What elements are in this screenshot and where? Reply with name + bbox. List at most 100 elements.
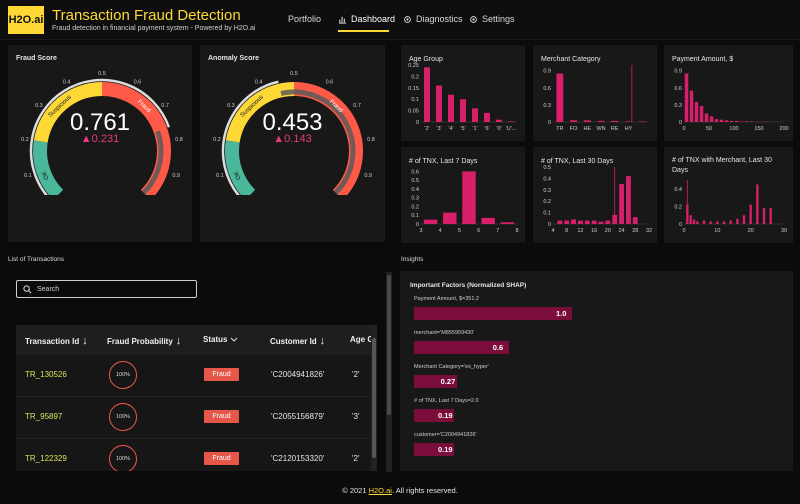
app-title: Transaction Fraud Detection bbox=[52, 7, 241, 24]
y-tick-label: 0 bbox=[416, 120, 419, 126]
customer-id: 'C2120153320' bbox=[271, 454, 325, 463]
bar bbox=[684, 73, 689, 122]
y-tick-label: 0 bbox=[679, 120, 682, 126]
status-label: Fraud bbox=[212, 371, 231, 378]
fraud-score-card: Fraud Score 00.10.20.30.40.50.60.70.80.9… bbox=[8, 45, 192, 242]
panel-scrollbar-thumb[interactable] bbox=[387, 275, 391, 415]
bar bbox=[756, 184, 759, 224]
nav-active-indicator bbox=[338, 30, 389, 32]
gauge-zone-label: OK bbox=[42, 170, 51, 180]
fraud-probability-ring: 100% bbox=[109, 403, 137, 431]
h2o-logo[interactable]: H2O.ai bbox=[8, 6, 44, 34]
x-tick-label: 150 bbox=[754, 126, 763, 132]
x-tick-label: 0 bbox=[682, 126, 685, 132]
shap-factor-value: 0.19 bbox=[438, 445, 453, 454]
age-group-chart: 0 0.05 0.1 0.15 0.2 0.25 '2' '3' '4' '5' '1' '6' '0'… bbox=[408, 63, 517, 132]
transactions-section-label: List of Transactions bbox=[8, 256, 64, 263]
x-tick-label: 100 bbox=[729, 126, 738, 132]
col-transaction-id[interactable]: Transaction Id ↓ bbox=[25, 335, 88, 347]
gauge-tick-label: 0.3 bbox=[35, 103, 43, 109]
fraud-score-value: 0.761 bbox=[69, 109, 131, 136]
tnx-30days-chart: 0 0.1 0.2 0.3 0.4 0.5 4 8 12 16 20 24 28 32 bbox=[543, 165, 652, 234]
x-tick-label: 3 bbox=[419, 228, 422, 234]
x-tick-label: '5' bbox=[460, 126, 465, 132]
search-placeholder: Search bbox=[37, 285, 60, 293]
col-customer-id-label: Customer Id bbox=[270, 336, 317, 346]
bar bbox=[605, 220, 611, 224]
search-input[interactable]: Search bbox=[16, 280, 197, 298]
x-tick-label: 8 bbox=[565, 228, 568, 234]
bar bbox=[716, 221, 719, 224]
fraud-probability-ring: 100% bbox=[109, 361, 137, 389]
col-fraud-probability[interactable]: Fraud Probability ↓ bbox=[107, 335, 181, 347]
x-tick-label: 24 bbox=[619, 228, 625, 234]
bar bbox=[611, 120, 619, 122]
transaction-id-link[interactable]: TR_95897 bbox=[25, 412, 63, 421]
gauge-tick-label: 0.9 bbox=[172, 173, 180, 179]
bar bbox=[597, 120, 605, 122]
fraud-score-delta: ▲0.231 bbox=[80, 133, 120, 145]
table-row[interactable]: TR_122329 100% Fraud 'C2120153320' '2' bbox=[16, 439, 377, 471]
sort-arrow-icon: ↓ bbox=[319, 335, 326, 347]
col-age-group[interactable]: Age G bbox=[350, 335, 374, 344]
fraud-probability-value: 100% bbox=[115, 372, 131, 378]
gauge-tick-label: 0.1 bbox=[24, 173, 32, 179]
gauge-zone-ok bbox=[33, 140, 64, 195]
nav-diagnostics[interactable]: Diagnostics bbox=[403, 14, 463, 24]
transaction-id-link[interactable]: TR_130526 bbox=[25, 370, 67, 379]
x-tick-label: 7 bbox=[496, 228, 499, 234]
bar bbox=[742, 215, 746, 224]
bar bbox=[724, 120, 729, 122]
y-tick-label: 0.1 bbox=[411, 213, 419, 219]
footer-h2o-link[interactable]: H2O.ai bbox=[368, 486, 392, 495]
nav-portfolio[interactable]: Portfolio bbox=[288, 14, 321, 24]
col-age-group-label: Age G bbox=[350, 335, 374, 344]
y-tick-label: 0.2 bbox=[411, 204, 419, 210]
bar bbox=[729, 220, 732, 224]
nav-settings[interactable]: Settings bbox=[469, 14, 515, 24]
footer-suffix: . All rights reserved. bbox=[391, 486, 458, 495]
transaction-id-link[interactable]: TR_122329 bbox=[25, 454, 67, 463]
bar bbox=[583, 120, 591, 122]
gauge-zone-suspicious bbox=[33, 82, 103, 143]
x-tick-label: '2' bbox=[424, 126, 429, 132]
bar bbox=[584, 220, 590, 224]
nav-dashboard[interactable]: Dashboard bbox=[338, 14, 395, 24]
table-row[interactable]: TR_95897 100% Fraud 'C2055156879' '3' bbox=[16, 397, 377, 439]
bar bbox=[460, 99, 466, 122]
col-status[interactable]: Status bbox=[203, 335, 238, 344]
fraud-score-title: Fraud Score bbox=[16, 55, 57, 62]
shap-factor-bar bbox=[414, 307, 572, 320]
insights-card: Important Factors (Normalized SHAP) Paym… bbox=[400, 271, 793, 471]
col-transaction-id-label: Transaction Id bbox=[25, 336, 80, 346]
nav-settings-label: Settings bbox=[482, 14, 515, 24]
gauge-tick-label: 0.8 bbox=[367, 137, 375, 143]
shap-factor-value: 0.6 bbox=[492, 343, 504, 352]
x-tick-label: TR bbox=[556, 126, 563, 132]
bar bbox=[689, 215, 692, 224]
bar bbox=[626, 176, 631, 224]
col-customer-id[interactable]: Customer Id ↓ bbox=[270, 335, 325, 347]
bar bbox=[591, 220, 597, 224]
gear-icon bbox=[404, 15, 411, 23]
y-tick-label: 0.4 bbox=[674, 187, 682, 193]
gauge-zone-label: OK bbox=[234, 170, 243, 180]
y-tick-label: 0.6 bbox=[411, 169, 419, 175]
bar bbox=[719, 119, 724, 122]
sort-arrow-icon: ↓ bbox=[175, 335, 182, 347]
table-row[interactable]: TR_130526 100% Fraud 'C2004941826' '2' bbox=[16, 355, 377, 397]
footer: © 2021 H2O.ai. All rights reserved. bbox=[0, 486, 800, 495]
gauge-tick-label: 0.2 bbox=[21, 137, 29, 143]
y-tick-label: 0.6 bbox=[543, 86, 551, 92]
bar bbox=[709, 116, 714, 122]
shap-factor-label: Merchant Category='es_hyper' bbox=[414, 364, 489, 370]
fraud-probability-ring: 100% bbox=[109, 445, 137, 471]
anomaly-score-delta: ▲0.143 bbox=[273, 133, 312, 145]
x-tick-label: 20 bbox=[605, 228, 611, 234]
status-badge: Fraud bbox=[204, 368, 239, 381]
y-tick-label: 0 bbox=[416, 222, 419, 228]
table-scrollbar-thumb[interactable] bbox=[372, 338, 376, 458]
gauge-tick-label: 0.5 bbox=[290, 71, 298, 77]
gauge-tick-label: 0.7 bbox=[161, 103, 169, 109]
y-tick-label: 0.3 bbox=[674, 103, 682, 109]
